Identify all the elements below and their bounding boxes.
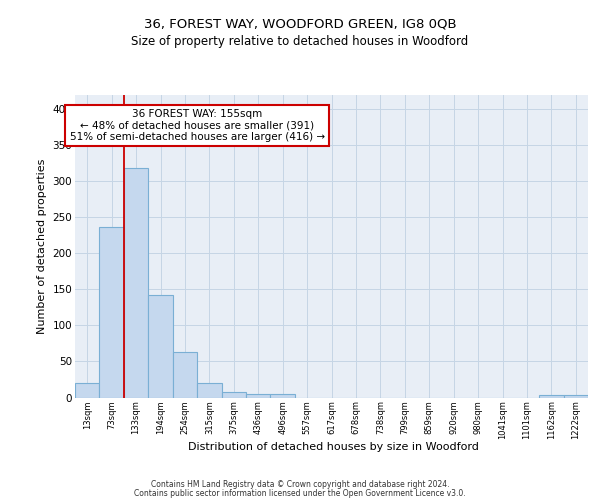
Y-axis label: Number of detached properties: Number of detached properties bbox=[37, 158, 47, 334]
Bar bbox=[271, 394, 295, 398]
Bar bbox=[539, 394, 563, 398]
Bar bbox=[563, 396, 588, 398]
Text: Size of property relative to detached houses in Woodford: Size of property relative to detached ho… bbox=[131, 35, 469, 48]
Bar bbox=[75, 383, 100, 398]
Text: Distribution of detached houses by size in Woodford: Distribution of detached houses by size … bbox=[188, 442, 478, 452]
Bar bbox=[124, 168, 148, 398]
Text: Contains HM Land Registry data © Crown copyright and database right 2024.: Contains HM Land Registry data © Crown c… bbox=[151, 480, 449, 489]
Bar bbox=[100, 227, 124, 398]
Bar bbox=[197, 383, 221, 398]
Bar bbox=[148, 294, 173, 398]
Bar bbox=[246, 394, 271, 398]
Bar bbox=[173, 352, 197, 398]
Text: 36, FOREST WAY, WOODFORD GREEN, IG8 0QB: 36, FOREST WAY, WOODFORD GREEN, IG8 0QB bbox=[143, 18, 457, 30]
Text: 36 FOREST WAY: 155sqm
← 48% of detached houses are smaller (391)
51% of semi-det: 36 FOREST WAY: 155sqm ← 48% of detached … bbox=[70, 109, 325, 142]
Bar bbox=[221, 392, 246, 398]
Text: Contains public sector information licensed under the Open Government Licence v3: Contains public sector information licen… bbox=[134, 488, 466, 498]
